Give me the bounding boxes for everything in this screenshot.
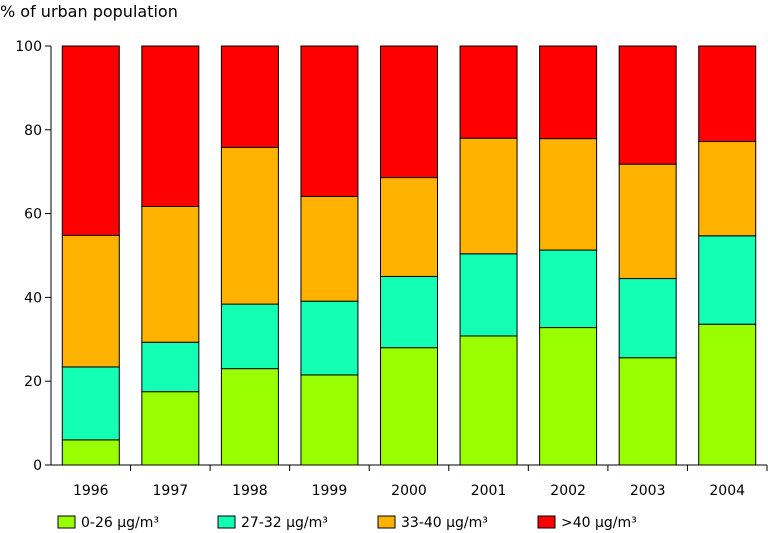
bar-segment-2002-s3 [539,45,598,140]
legend-swatch [217,515,236,529]
bar-segment-1999-s1 [300,300,359,376]
x-tick-label: 2001 [471,483,507,499]
bar-segment-2001-s1 [459,253,518,337]
bar-segment-2000-s3 [380,45,438,179]
bar-segment-1997-s0 [141,391,200,466]
bar-segment-1998-s3 [220,45,279,148]
axes: 1996 1997 1998 1999 2000 2001 2002 2003 2004 0 20 4… [15,39,768,499]
x-tick-label: 1996 [73,483,109,499]
bar-segment-2001-s3 [459,45,518,139]
y-tick-label: 20 [24,374,42,390]
legend-label: 27-32 µg/m³ [241,515,328,531]
bar-segment-1996-s0 [61,439,120,466]
legend-swatch [537,515,556,529]
y-tick-label: 40 [24,290,42,306]
bar-segment-1998-s1 [220,303,279,370]
legend-label: >40 µg/m³ [561,515,637,531]
bar-segment-2004-s2 [698,141,757,237]
bar-segment-2003-s3 [618,45,677,165]
x-tick-label: 1997 [153,483,189,499]
legend-label: 33-40 µg/m³ [401,515,488,531]
bar-segment-2002-s1 [539,249,598,329]
bar-segment-1996-s2 [61,234,120,368]
legend-label: 0-26 µg/m³ [81,515,159,531]
bar-segment-2000-s2 [380,177,438,277]
bar-segment-2000-s1 [380,275,438,349]
bar-segment-2002-s2 [539,138,598,251]
x-tick-label: 2004 [709,483,745,499]
bar-segment-2003-s1 [618,278,677,359]
x-tick-label: 1998 [232,483,268,499]
legend-swatch [57,515,76,529]
bar-segment-2003-s2 [618,163,677,280]
bar-segment-2002-s0 [539,327,598,466]
x-tick-label: 2000 [391,483,427,499]
bar-segment-1998-s0 [220,368,279,466]
bar-segment-1997-s1 [141,341,200,393]
x-tick-label: 2002 [550,483,586,499]
bar-segment-1999-s3 [300,45,359,197]
bar-segment-1999-s2 [300,195,359,302]
legend-swatch [377,515,396,529]
bar-segment-1998-s2 [220,146,279,305]
bar-segment-2004-s1 [698,235,757,325]
legend: 0-26 µg/m³ 27-32 µg/m³ 33-40 µg/m³ >40 µg/m… [57,515,637,531]
bar-segment-1996-s1 [61,366,120,441]
y-tick-label: 100 [15,39,42,55]
bar-segment-2003-s0 [618,357,677,466]
bar-segment-2001-s0 [459,335,518,466]
bar-segment-2000-s0 [380,347,438,466]
bar-segment-1997-s3 [141,45,200,207]
y-axis-title: % of urban population [0,2,178,21]
bar-segment-2004-s3 [698,45,757,143]
bar-segment-2004-s0 [698,323,757,466]
bar-segment-2001-s2 [459,137,518,255]
x-tick-label: 2003 [630,483,666,499]
bar-segment-1999-s0 [300,374,359,466]
y-tick-label: 0 [33,458,42,474]
bar-segment-1996-s3 [61,45,120,236]
y-tick-label: 80 [24,123,42,139]
x-tick-label: 1999 [312,483,348,499]
bar-segment-1997-s2 [141,205,200,343]
bars [61,45,757,466]
y-tick-label: 60 [24,207,42,223]
